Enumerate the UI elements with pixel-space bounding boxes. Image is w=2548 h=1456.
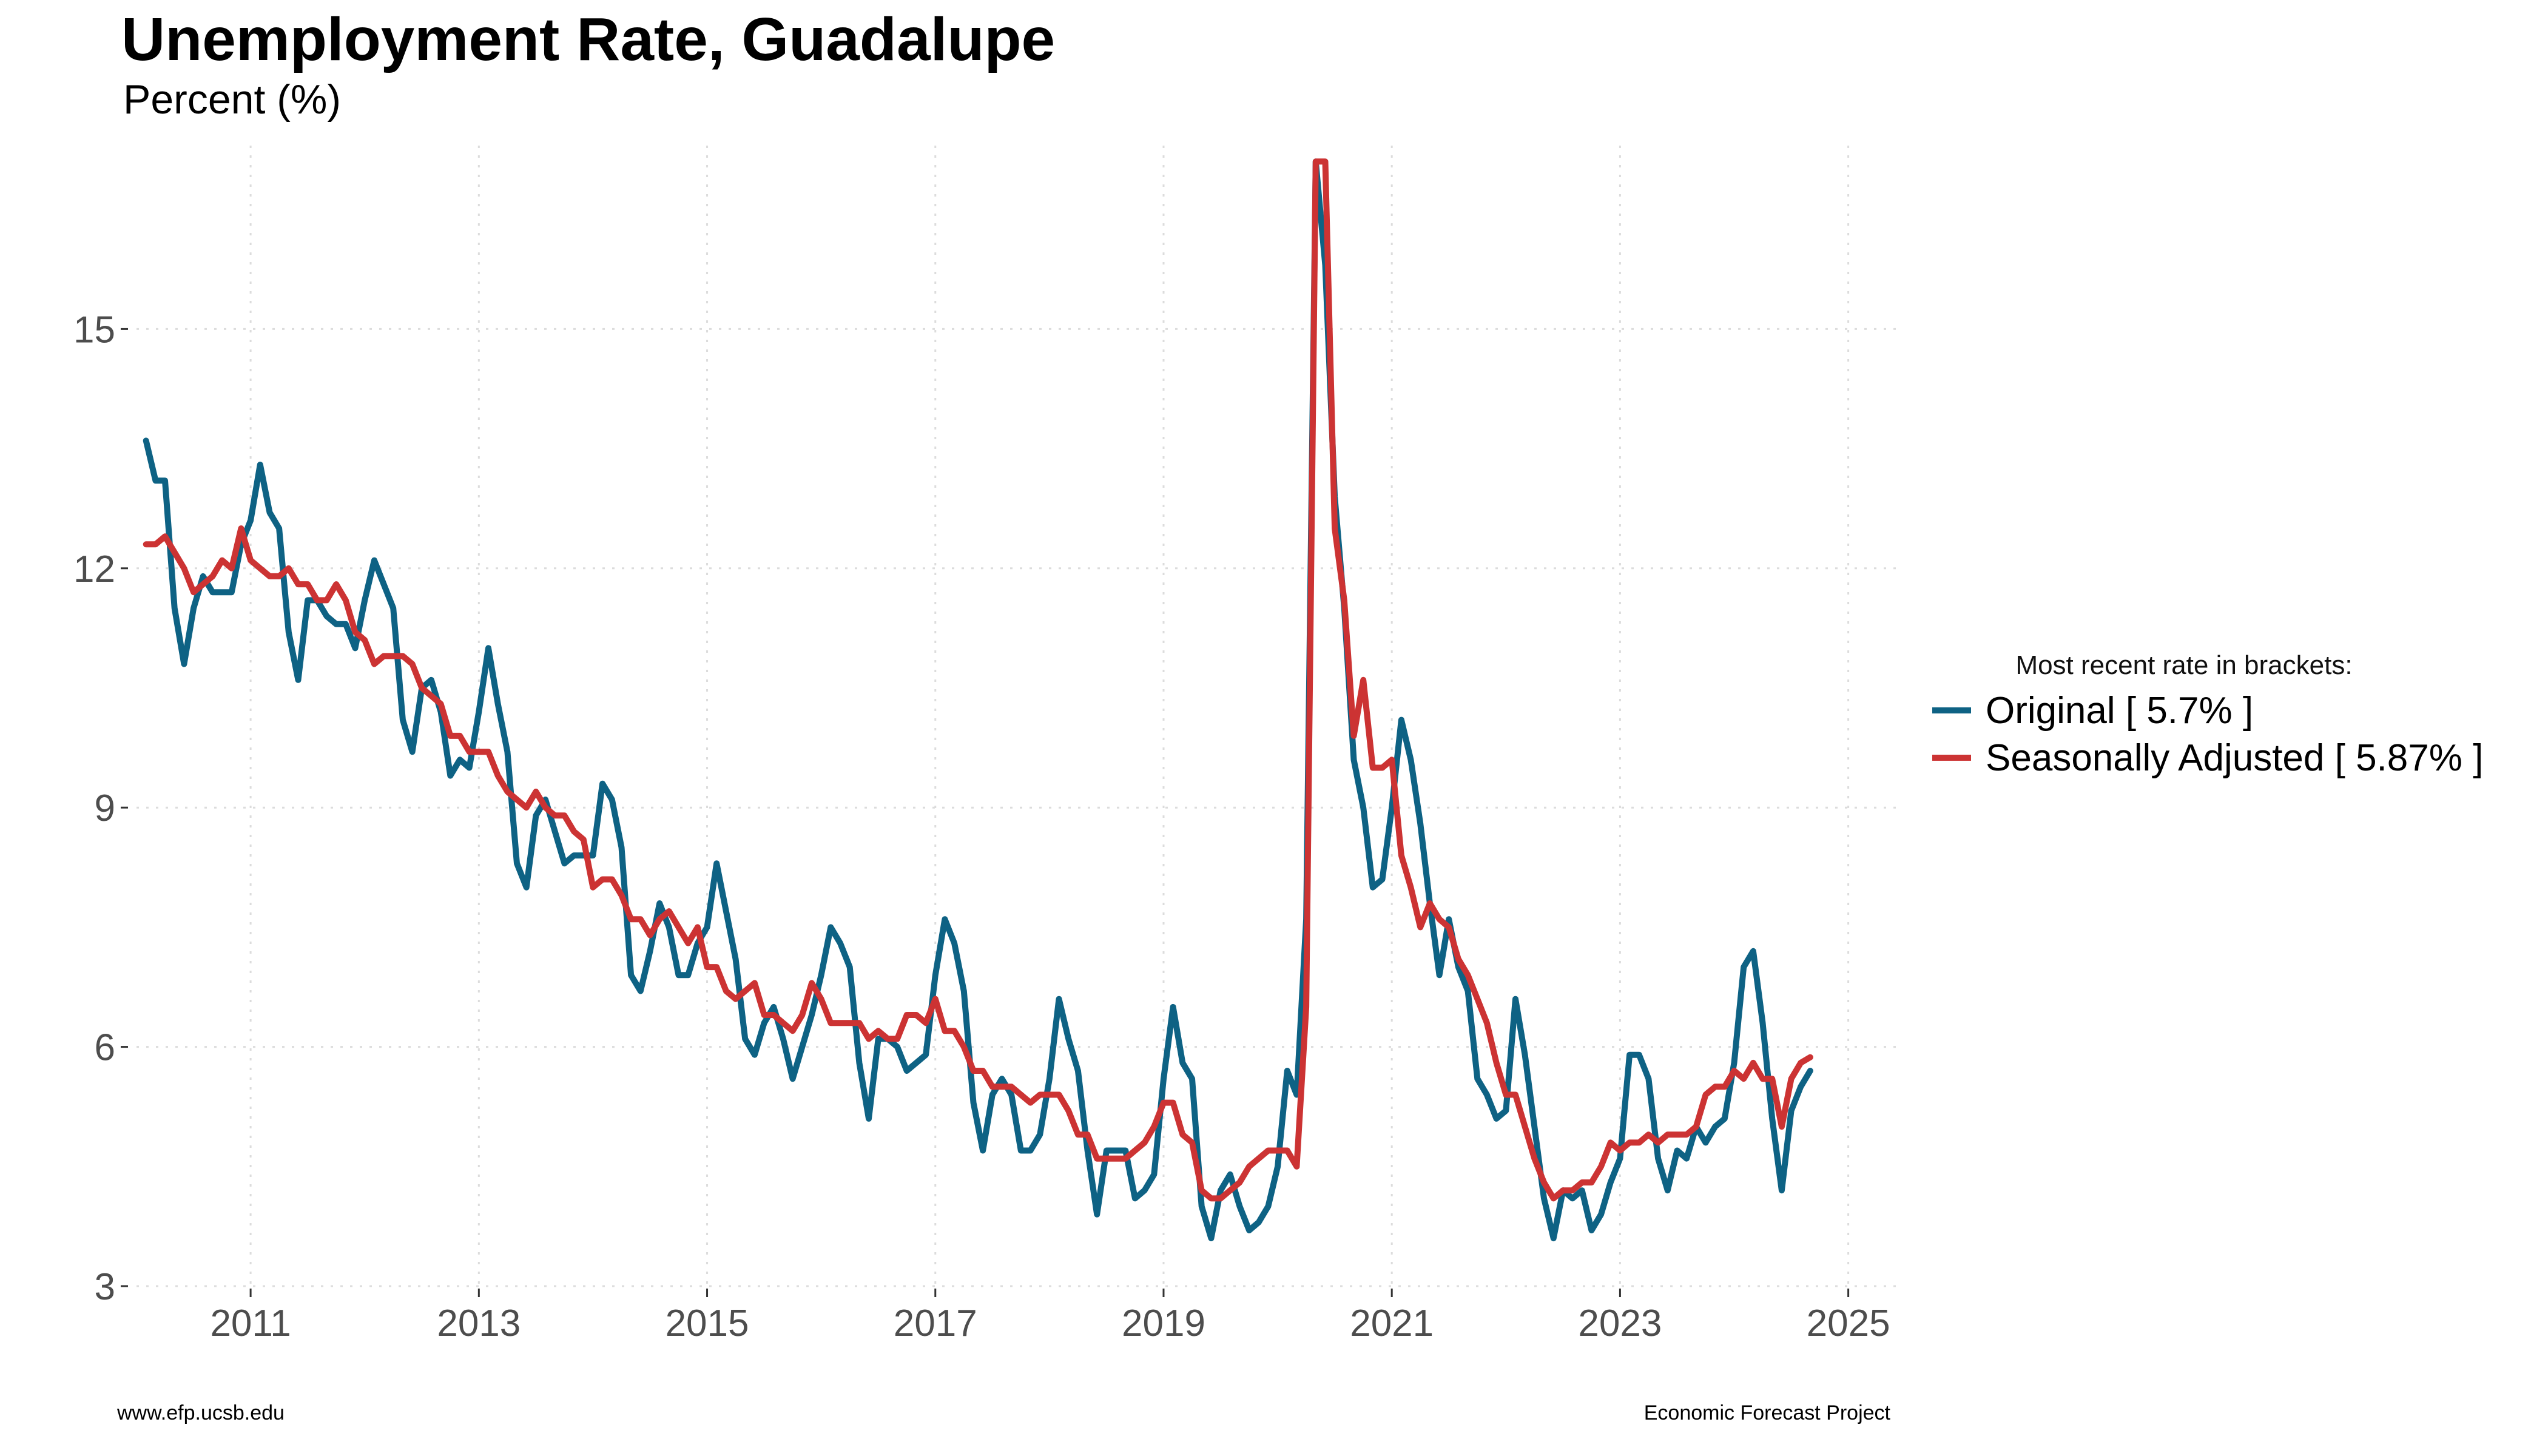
series-lines xyxy=(143,158,1813,1242)
y-tick-label: 3 xyxy=(95,1266,115,1308)
legend-swatch-original xyxy=(1932,707,1971,713)
series-line-original xyxy=(143,158,1813,1242)
x-tick-label: 2015 xyxy=(666,1303,749,1344)
legend-label-original: Original [ 5.7% ] xyxy=(1986,689,2254,732)
legend: Most recent rate in brackets: Original [… xyxy=(1932,650,2483,781)
organization-credit: Economic Forecast Project xyxy=(1643,1401,1890,1424)
x-axis: 2011 2013 2015 2017 2019 2021 2023 2025 xyxy=(210,1289,1890,1344)
x-tick-label: 2013 xyxy=(437,1303,521,1344)
legend-item-seasonally-adjusted: Seasonally Adjusted [ 5.87% ] xyxy=(1932,734,2483,781)
y-tick-label: 12 xyxy=(73,548,115,590)
x-tick-label: 2017 xyxy=(894,1303,977,1344)
legend-title: Most recent rate in brackets: xyxy=(2015,650,2353,680)
x-tick-label: 2023 xyxy=(1578,1303,1662,1344)
y-tick-label: 6 xyxy=(95,1027,115,1069)
x-tick-label: 2019 xyxy=(1122,1303,1205,1344)
source-url: www.efp.ucsb.edu xyxy=(117,1401,285,1424)
chart-title: Unemployment Rate, Guadalupe xyxy=(121,5,1056,73)
legend-label-seasonally-adjusted: Seasonally Adjusted [ 5.87% ] xyxy=(1986,736,2484,779)
legend-item-original: Original [ 5.7% ] xyxy=(1932,687,2483,734)
y-axis: 3 6 9 12 15 xyxy=(73,309,128,1308)
x-tick-label: 2011 xyxy=(210,1303,291,1344)
series-line-seasonally-adjusted xyxy=(143,158,1813,1202)
legend-swatch-seasonally-adjusted xyxy=(1932,755,1971,761)
y-tick-label: 9 xyxy=(95,787,115,829)
x-tick-label: 2025 xyxy=(1807,1303,1890,1344)
y-tick-label: 15 xyxy=(73,309,115,351)
chart-subtitle: Percent (%) xyxy=(123,76,341,123)
x-tick-label: 2021 xyxy=(1350,1303,1434,1344)
grid-lines xyxy=(136,146,1896,1287)
